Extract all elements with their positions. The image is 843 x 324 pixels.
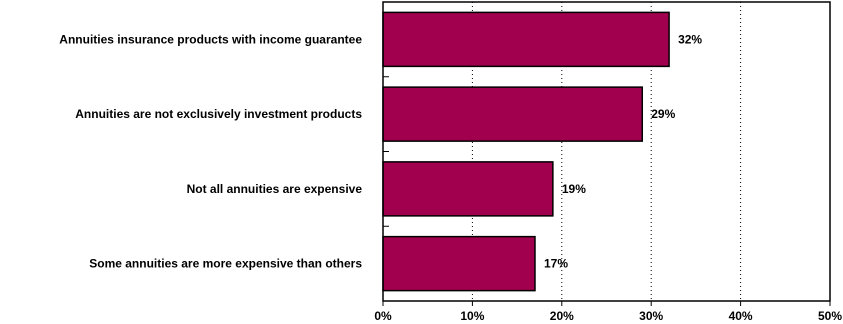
bar xyxy=(382,86,644,142)
data-label: 19% xyxy=(562,182,586,196)
category-label: Some annuities are more expensive than o… xyxy=(89,257,362,271)
bar xyxy=(382,161,554,217)
labels: 0% 10% 20% 30% 40% 50% 32% Annuities insurance … xyxy=(59,32,842,323)
x-tick-label: 10% xyxy=(460,309,484,323)
x-tick-label: 30% xyxy=(639,309,663,323)
x-tick-label: 20% xyxy=(550,309,574,323)
category-label: Not all annuities are expensive xyxy=(187,182,363,196)
x-tick-label: 50% xyxy=(818,309,842,323)
bar xyxy=(382,235,536,292)
axis-ticks xyxy=(382,76,831,306)
data-label: 32% xyxy=(678,32,702,46)
data-label: 17% xyxy=(544,257,568,271)
bars xyxy=(382,11,670,292)
category-label: Annuities insurance products with income… xyxy=(59,32,362,46)
data-label: 29% xyxy=(651,107,675,121)
bar xyxy=(382,11,670,68)
x-tick-label: 40% xyxy=(729,309,753,323)
x-tick-label: 0% xyxy=(374,309,392,323)
category-label: Annuities are not exclusively investment… xyxy=(75,107,362,121)
